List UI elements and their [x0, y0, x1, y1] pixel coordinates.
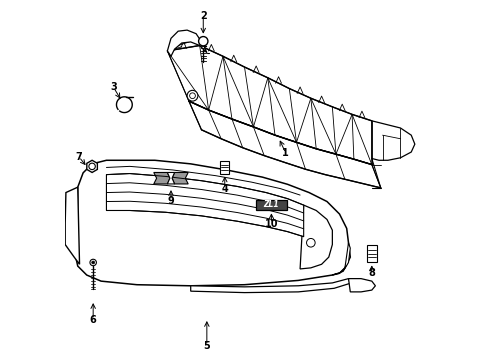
Text: 7: 7: [75, 152, 82, 162]
Circle shape: [90, 259, 96, 266]
Text: 5: 5: [203, 341, 210, 351]
Circle shape: [187, 90, 198, 101]
Circle shape: [189, 93, 195, 99]
Polygon shape: [153, 172, 169, 184]
Polygon shape: [332, 243, 349, 275]
Text: ZL1: ZL1: [263, 200, 279, 209]
Polygon shape: [167, 45, 371, 165]
Polygon shape: [74, 160, 349, 286]
Polygon shape: [167, 172, 174, 184]
Polygon shape: [147, 187, 167, 200]
Text: 9: 9: [167, 196, 174, 206]
Text: 2: 2: [200, 11, 206, 21]
Text: 6: 6: [90, 315, 96, 325]
Polygon shape: [371, 121, 414, 160]
Text: 3: 3: [110, 82, 117, 93]
Polygon shape: [167, 30, 206, 56]
Text: 4: 4: [221, 184, 228, 194]
Polygon shape: [366, 244, 376, 262]
Circle shape: [92, 261, 94, 264]
Polygon shape: [87, 160, 97, 172]
Polygon shape: [348, 279, 375, 292]
Circle shape: [198, 37, 207, 46]
Polygon shape: [172, 172, 188, 184]
Polygon shape: [106, 174, 303, 237]
Circle shape: [89, 163, 95, 170]
Text: 1: 1: [282, 148, 288, 158]
Text: 8: 8: [367, 268, 374, 278]
Polygon shape: [65, 187, 80, 264]
Polygon shape: [188, 101, 380, 188]
Polygon shape: [220, 161, 229, 174]
Polygon shape: [190, 279, 349, 293]
Circle shape: [306, 238, 314, 247]
Text: 10: 10: [264, 219, 278, 229]
Polygon shape: [300, 205, 332, 269]
FancyBboxPatch shape: [255, 200, 286, 211]
